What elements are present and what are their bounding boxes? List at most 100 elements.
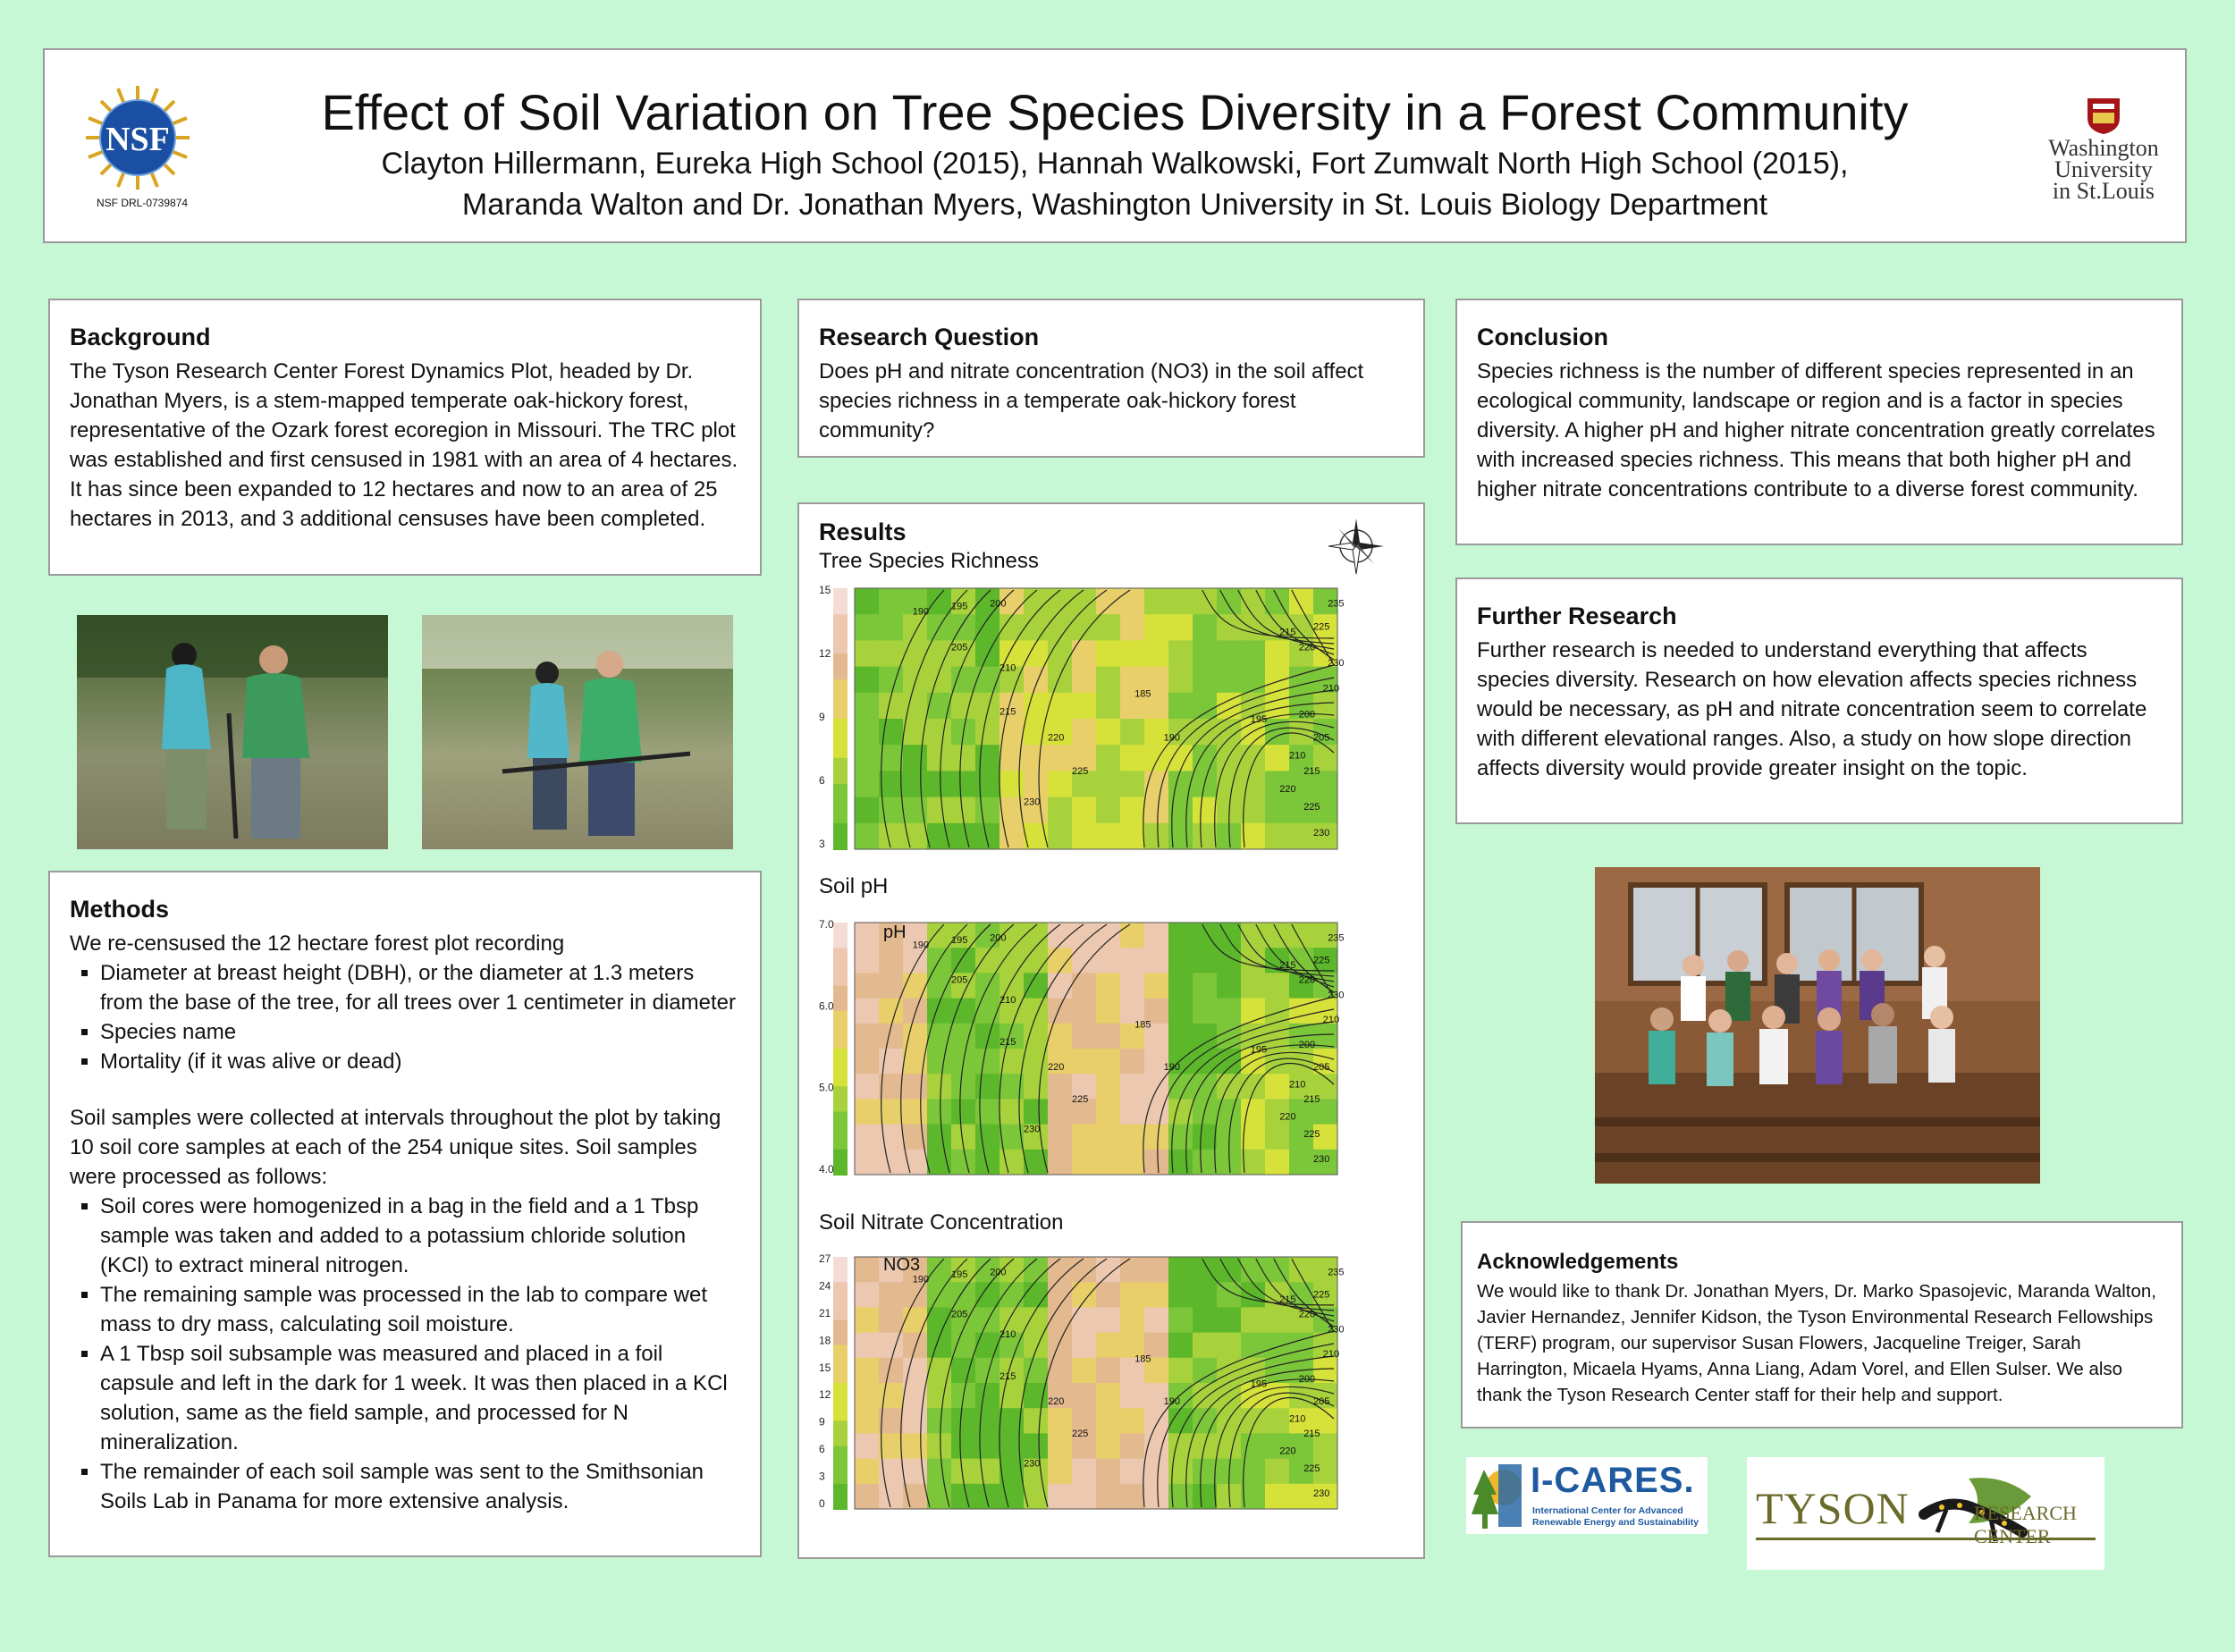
- further-research-text: Further research is needed to understand…: [1477, 638, 2147, 780]
- map-legend: [833, 1257, 848, 1510]
- contour-label: 215: [1303, 766, 1320, 777]
- contour-label: 215: [1279, 1294, 1295, 1305]
- wustl-line-2: University: [2054, 156, 2153, 182]
- contour-label: 225: [1313, 622, 1329, 633]
- contour-label: 230: [1313, 1154, 1329, 1165]
- further-research-section: Further Research Further research is nee…: [1455, 577, 2183, 824]
- list-item: Species name: [100, 1017, 740, 1047]
- list-item: Mortality (if it was alive or dead): [100, 1047, 740, 1076]
- nsf-logo-text: NSF: [105, 121, 170, 158]
- legend-tick-label: 27: [819, 1253, 831, 1265]
- icares-logo: I-CARES. International Center for Advanc…: [1466, 1457, 1708, 1534]
- contour-label: 190: [913, 940, 929, 951]
- contour-label: 225: [1303, 1129, 1320, 1140]
- map-title-ph: Soil pH: [819, 874, 889, 898]
- map-title-richness: Tree Species Richness: [819, 549, 1039, 573]
- contour-label: 230: [1328, 990, 1344, 1000]
- map-richness: 15 12 9 6 3 190 195 200 205 210 215 220 225 230 185 190…: [819, 584, 1355, 853]
- contour-label: 200: [1299, 709, 1315, 720]
- legend-tick-label: 4.0: [819, 1163, 834, 1176]
- conclusion-section: Conclusion Species richness is the numbe…: [1455, 299, 2183, 545]
- methods-list-1: Diameter at breast height (DBH), or the …: [70, 958, 740, 1076]
- research-question-text: Does pH and nitrate concentration (NO3) …: [819, 359, 1364, 442]
- contour-label: 225: [1313, 955, 1329, 965]
- legend-tick-label: 0: [819, 1497, 825, 1510]
- contour-label: 215: [999, 1371, 1016, 1382]
- contour-label: 190: [1164, 1396, 1180, 1407]
- contour-label: 190: [913, 606, 929, 617]
- legend-tick-label: 3: [819, 1471, 825, 1483]
- contour-label: 195: [1251, 714, 1267, 725]
- contour-lines: [881, 1258, 1335, 1508]
- contour-label: 190: [913, 1275, 929, 1285]
- icares-sub-2: Renewable Energy and Sustainability: [1532, 1517, 1699, 1528]
- contour-label: 230: [1024, 1458, 1040, 1469]
- tyson-logo: TYSON RESEARCH CENTER: [1747, 1457, 2104, 1570]
- tree-sun-icon: [1472, 1464, 1522, 1529]
- poster-authors: Clayton Hillermann, Eureka High School (…: [45, 143, 2185, 225]
- contour-label: 185: [1134, 688, 1151, 699]
- contour-label: 215: [1279, 627, 1295, 637]
- list-item: Diameter at breast height (DBH), or the …: [100, 958, 740, 1017]
- legend-tick-label: 3: [819, 838, 825, 850]
- contour-label: 195: [951, 1269, 967, 1280]
- map-ph: 7.0 6.0 5.0 4.0 190 195 200 205 210 215 220 225 230 1…: [819, 918, 1355, 1178]
- legend-tick-label: 9: [819, 711, 825, 723]
- methods-list-2: Soil cores were homogenized in a bag in …: [70, 1192, 740, 1516]
- tyson-underline: [1756, 1538, 2096, 1540]
- background-section: Background The Tyson Research Center For…: [48, 299, 762, 576]
- contour-label: 230: [1328, 1324, 1344, 1335]
- acknowledgements-heading: Acknowledgements: [1477, 1250, 1679, 1274]
- map-nitrate-label: NO3: [883, 1255, 921, 1275]
- salamander-leaf-icon: [1919, 1478, 2031, 1542]
- contour-label: 230: [1313, 828, 1329, 839]
- contour-label: 230: [1024, 796, 1040, 807]
- list-item: The remaining sample was processed in th…: [100, 1280, 740, 1339]
- results-heading: Results: [819, 518, 907, 545]
- background-text: The Tyson Research Center Forest Dynamic…: [70, 359, 738, 531]
- results-section: Results Tree Species Richness 15 12 9 6 3 190…: [797, 502, 1425, 1559]
- contour-label: 220: [1279, 784, 1295, 795]
- legend-tick-label: 12: [819, 1388, 831, 1401]
- contour-label: 215: [1303, 1094, 1320, 1105]
- nsf-grant-number: NSF DRL-0739874: [97, 197, 189, 209]
- wustl-shield-icon: [2087, 98, 2120, 134]
- legend-tick-label: 6: [819, 774, 825, 787]
- map-legend: [833, 923, 848, 1176]
- contour-label: 195: [951, 935, 967, 946]
- contour-label: 220: [1299, 1310, 1315, 1320]
- contour-label: 210: [999, 663, 1016, 674]
- poster-title: Effect of Soil Variation on Tree Species…: [321, 84, 1909, 140]
- contour-label: 220: [1048, 1062, 1064, 1073]
- map-title-nitrate: Soil Nitrate Concentration: [819, 1210, 1064, 1235]
- legend-tick-label: 24: [819, 1279, 831, 1292]
- group-photo: [1595, 867, 2040, 1184]
- contour-label: 210: [1323, 1015, 1339, 1025]
- wustl-line-3: in St.Louis: [2052, 178, 2155, 204]
- field-photo-1: [77, 615, 388, 849]
- contour-label: 200: [1299, 1040, 1315, 1050]
- tyson-sub: RESEARCH CENTER: [1974, 1502, 2077, 1547]
- icares-name: I-CARES.: [1531, 1461, 1695, 1500]
- contour-label: 190: [1164, 732, 1180, 743]
- further-research-heading: Further Research: [1477, 603, 1677, 629]
- map-nitrate: 27 24 21 18 15 12 9 6 3 0 190 195 200 205 210 215 220 225…: [819, 1252, 1355, 1513]
- wustl-logo: Washington University in St.Louis: [2037, 97, 2171, 204]
- contour-label: 220: [1048, 1396, 1064, 1407]
- contour-label: 205: [1313, 1396, 1329, 1407]
- contour-label: 235: [1328, 932, 1344, 943]
- contour-label: 215: [1279, 960, 1295, 971]
- contour-label: 185: [1134, 1020, 1151, 1031]
- legend-tick-label: 15: [819, 585, 831, 596]
- background-heading: Background: [70, 324, 211, 350]
- contour-label: 225: [1303, 1463, 1320, 1474]
- field-photo-2: [422, 615, 733, 849]
- contour-label: 205: [951, 975, 967, 986]
- contour-label: 195: [1251, 1378, 1267, 1389]
- legend-tick-label: 21: [819, 1307, 831, 1319]
- contour-label: 220: [1279, 1446, 1295, 1457]
- compass-rose-icon: [1325, 515, 1387, 577]
- conclusion-text: Species richness is the number of differ…: [1477, 359, 2155, 502]
- methods-section: Methods We re-censused the 12 hectare fo…: [48, 871, 762, 1557]
- contour-label: 190: [1164, 1062, 1180, 1073]
